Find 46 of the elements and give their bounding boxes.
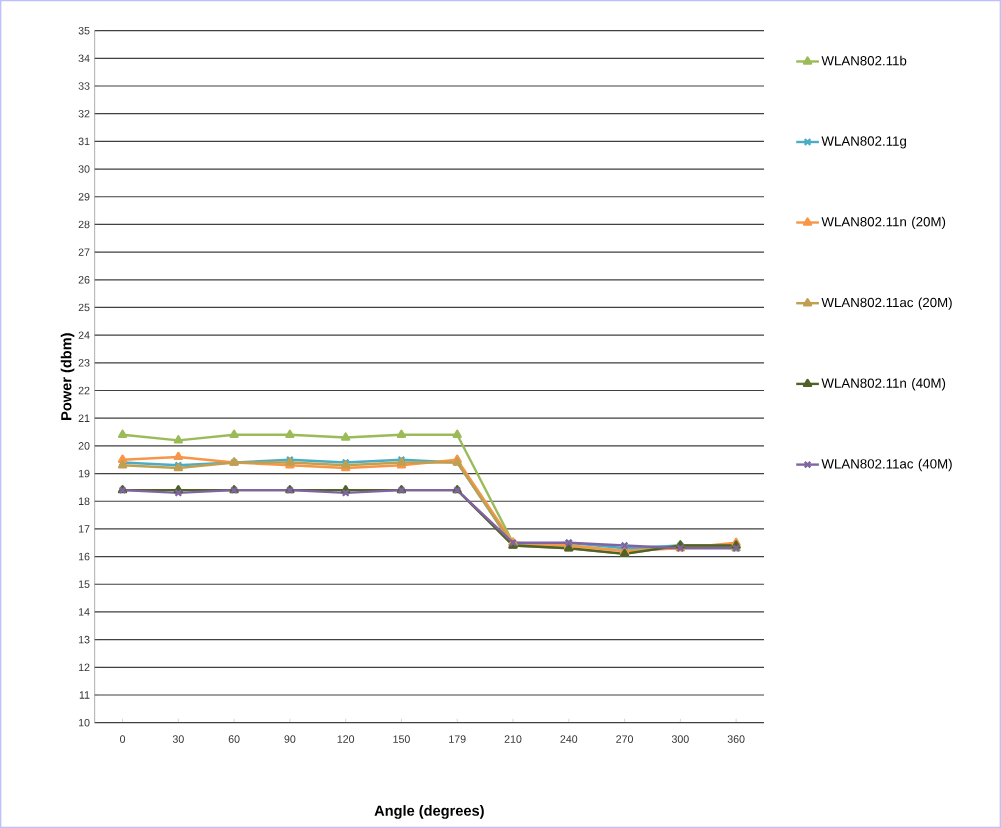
y-tick-label: 18 [78,497,90,505]
legend-label: WLAN802.11b [821,55,907,66]
y-tick-label: 35 [78,26,90,35]
y-tick-label: 21 [78,414,90,422]
x-tick-label: 60 [228,735,240,743]
x-tick-label: 0 [120,735,126,743]
y-tick-label: 30 [78,165,90,173]
x-axis-title: Angle (degrees) [374,805,484,819]
legend-label: WLAN802.11n (40M) [821,378,946,391]
legend-label: WLAN802.11g [821,136,906,149]
y-axis-title: Power (dbm) [60,333,75,420]
legend-label: WLAN802.11n (20M) [821,216,946,230]
y-tick-label: 34 [78,54,90,63]
x-tick-label: 270 [616,735,634,743]
x-tick-label: 150 [393,735,410,743]
y-tick-label: 22 [78,386,90,395]
x-tick-label: 30 [172,735,184,743]
y-tick-label: 31 [78,137,90,146]
y-tick-label: 29 [78,192,90,201]
y-tick-label: 13 [78,635,90,644]
legend-label: WLAN802.11ac (40M) [821,458,952,472]
y-tick-label: 16 [78,552,90,561]
y-tick-label: 33 [78,82,90,90]
x-tick-label: 179 [449,735,466,743]
x-tick-label: 300 [671,735,689,743]
y-tick-label: 14 [78,608,90,616]
y-tick-label: 11 [79,691,90,699]
x-tick-label: 210 [504,735,522,743]
legend-label: WLAN802.11ac (20M) [821,297,952,310]
x-tick-label: 120 [337,735,355,743]
y-tick-label: 15 [78,580,90,588]
y-tick-label: 12 [78,663,90,672]
y-tick-label: 25 [78,303,90,312]
y-tick-label: 27 [78,248,90,256]
x-tick-label: 360 [727,735,745,743]
y-tick-label: 23 [78,359,90,367]
y-tick-label: 10 [78,718,90,727]
y-tick-label: 32 [78,109,90,118]
x-tick-label: 240 [560,735,578,743]
y-tick-label: 20 [78,442,90,450]
y-tick-label: 28 [78,220,90,229]
x-tick-label: 90 [284,735,296,743]
y-tick-label: 24 [78,331,90,339]
y-tick-label: 26 [78,276,90,284]
y-tick-label: 19 [78,469,90,478]
y-tick-label: 17 [78,525,90,533]
